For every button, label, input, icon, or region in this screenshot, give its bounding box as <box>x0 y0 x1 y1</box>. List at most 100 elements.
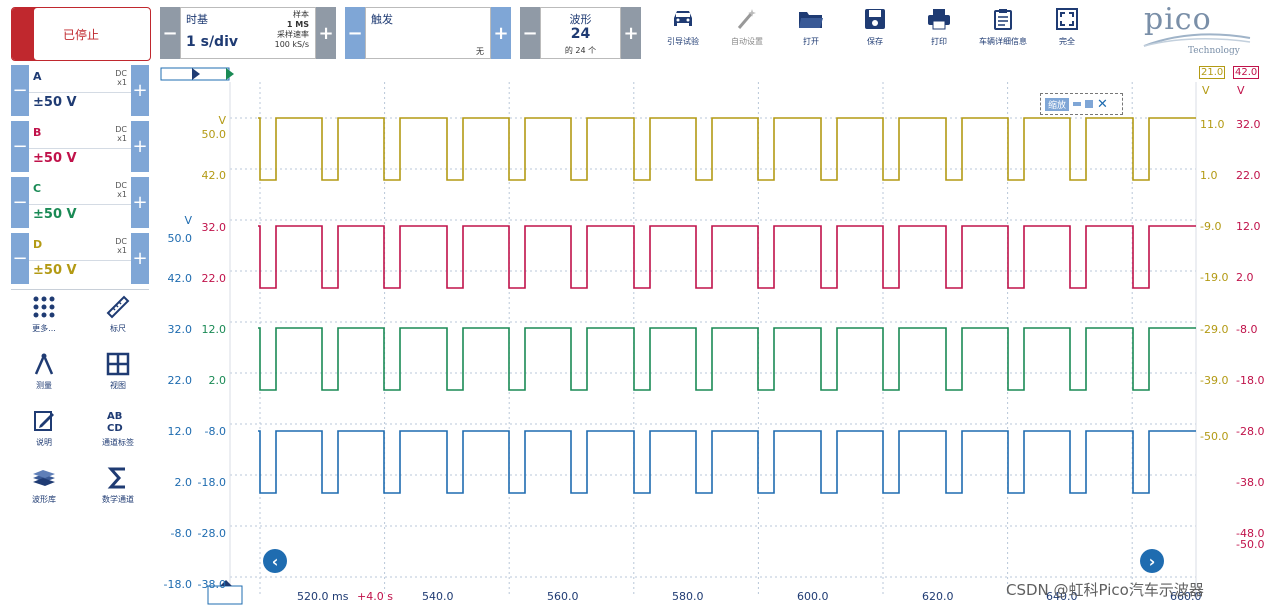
channel-a-decrease-button[interactable]: − <box>11 65 29 116</box>
trigger-decrease-button[interactable]: − <box>345 7 365 59</box>
zoom-overview[interactable]: 缩放 ✕ <box>1040 93 1123 115</box>
axis-label: 2.0 <box>1236 271 1254 284</box>
logo-swoosh-icon <box>1143 33 1251 47</box>
channel-c-increase-button[interactable]: + <box>131 177 149 228</box>
channel-b-range[interactable]: ±50 V <box>33 151 77 166</box>
waveform-library-icon <box>33 470 55 486</box>
axis-label: 22.0 <box>167 374 193 387</box>
channel-labels-tool-button[interactable]: AB CD 通道标签 <box>93 409 143 463</box>
waveform-library-tool-button[interactable]: 波形库 <box>19 466 69 520</box>
axis-label: 32.0 <box>201 221 227 234</box>
channel-b-letter: B <box>33 126 42 139</box>
print-button[interactable]: 打印 <box>909 8 969 56</box>
channel-c-decrease-button[interactable]: − <box>11 177 29 228</box>
view-tool-button[interactable]: 视图 <box>93 352 143 406</box>
channel-d-letter: D <box>33 238 43 251</box>
zoom-label: 缩放 <box>1045 97 1070 111</box>
guided-test-label: 引导试验 <box>667 37 699 46</box>
axis-label: 32.0 <box>167 323 193 336</box>
trigger-increase-button[interactable]: + <box>491 7 511 59</box>
axis-label: -38.0 <box>197 578 226 591</box>
trigger-control[interactable]: 触发 无 <box>365 7 491 59</box>
scroll-left-button[interactable]: ‹ <box>263 549 287 573</box>
notes-tool-label: 说明 <box>36 438 52 447</box>
axis-label: -39.0 <box>1200 374 1229 387</box>
axis-label: 42.0 <box>1233 66 1260 79</box>
axis-label: -48.0 <box>1236 527 1265 540</box>
channel-c-panel[interactable]: − C DC x1 ±50 V + <box>11 177 149 228</box>
channel-d-panel[interactable]: − D DC x1 ±50 V + <box>11 233 149 284</box>
axis-label: V <box>184 214 192 227</box>
waveform-next-button[interactable]: + <box>621 7 641 59</box>
channel-d-decrease-button[interactable]: − <box>11 233 29 284</box>
close-icon[interactable]: ✕ <box>1097 96 1108 112</box>
timebase-control[interactable]: 时基 1 s/div 样本 1 MS 采样速率 100 kS/s <box>180 7 316 59</box>
compass-icon <box>34 353 54 375</box>
waveform-control[interactable]: 波形 24 的 24 个 <box>540 7 621 59</box>
measure-tool-button[interactable]: 测量 <box>19 352 69 406</box>
axis-label: -38.0 <box>1236 476 1265 489</box>
axis-label: 2.0 <box>174 476 193 489</box>
channel-b-panel[interactable]: − B DC x1 ±50 V + <box>11 121 149 172</box>
axis-label: -9.0 <box>1200 220 1222 233</box>
scope-view[interactable] <box>158 62 1269 607</box>
ruler-tool-button[interactable]: 标尺 <box>93 295 143 349</box>
more-tool-label: 更多... <box>32 324 56 333</box>
watermark: CSDN @虹科Pico汽车示波器 <box>1006 581 1204 599</box>
vehicle-details-button[interactable]: 车辆详细信息 <box>973 8 1033 56</box>
x-tick-label: 620.0 <box>922 590 954 603</box>
magic-wand-icon <box>737 9 756 29</box>
svg-text:AB: AB <box>107 411 122 422</box>
channel-c-range[interactable]: ±50 V <box>33 207 77 222</box>
x-tick-label: 600.0 <box>797 590 829 603</box>
axis-label: 12.0 <box>1236 220 1261 233</box>
save-label: 保存 <box>867 37 883 46</box>
notes-tool-button[interactable]: 说明 <box>19 409 69 463</box>
timebase-decrease-button[interactable]: − <box>160 7 180 59</box>
rate-label: 采样速率 <box>277 30 309 39</box>
open-button[interactable]: 打开 <box>781 8 841 56</box>
axis-label: 22.0 <box>201 272 227 285</box>
channel-a-panel[interactable]: − A DC x1 ±50 V + <box>11 65 149 116</box>
channel-b-increase-button[interactable]: + <box>131 121 149 172</box>
axis-label: 22.0 <box>1236 169 1261 182</box>
toolbar: 已停止 − 时基 1 s/div 样本 1 MS 采样速率 100 kS/s +… <box>0 0 1269 62</box>
scroll-right-button[interactable]: › <box>1140 549 1164 573</box>
axis-label: -8.0 <box>204 425 226 438</box>
channel-a-increase-button[interactable]: + <box>131 65 149 116</box>
trigger-mode: 无 <box>476 47 484 56</box>
vehicle-details-label: 车辆详细信息 <box>979 37 1027 46</box>
pico-logo: pico Technology <box>1140 2 1260 58</box>
trigger-marker-icon <box>226 68 234 80</box>
axis-label: V <box>1202 84 1210 97</box>
waveform-prev-button[interactable]: − <box>520 7 540 59</box>
auto-setup-button[interactable]: 自动设置 <box>717 8 777 56</box>
timebase-title: 时基 <box>186 13 208 26</box>
save-button[interactable]: 保存 <box>845 8 905 56</box>
axis-label: -8.0 <box>170 527 192 540</box>
restore-icon[interactable] <box>1085 100 1094 108</box>
view-tool-label: 视图 <box>110 381 126 390</box>
x-tick-label: 560.0 <box>547 590 579 603</box>
print-label: 打印 <box>931 37 947 46</box>
x-offset-label: +4.0 s <box>357 590 393 603</box>
axis-label: -8.0 <box>1236 323 1258 336</box>
channel-d-increase-button[interactable]: + <box>131 233 149 284</box>
math-channels-tool-button[interactable]: 数学通道 <box>93 466 143 520</box>
stop-button[interactable]: 已停止 <box>11 7 151 61</box>
channel-d-range[interactable]: ±50 V <box>33 263 77 278</box>
guided-test-button[interactable]: 引导试验 <box>653 8 713 56</box>
waveform-channel-d-trace <box>258 117 1196 181</box>
channel-a-range[interactable]: ±50 V <box>33 95 77 110</box>
fullscreen-button[interactable]: 完全 <box>1037 8 1097 56</box>
waveform-channel-c-trace <box>258 327 1196 391</box>
channel-b-decrease-button[interactable]: − <box>11 121 29 172</box>
more-tool-button[interactable]: 更多... <box>19 295 69 349</box>
auto-setup-label: 自动设置 <box>731 37 763 46</box>
minimize-icon[interactable] <box>1073 102 1082 106</box>
axis-label: 32.0 <box>1236 118 1261 131</box>
chevron-right-icon: › <box>1148 551 1156 571</box>
timebase-increase-button[interactable]: + <box>316 7 336 59</box>
x-tick-label: 520.0 ms <box>297 590 349 603</box>
